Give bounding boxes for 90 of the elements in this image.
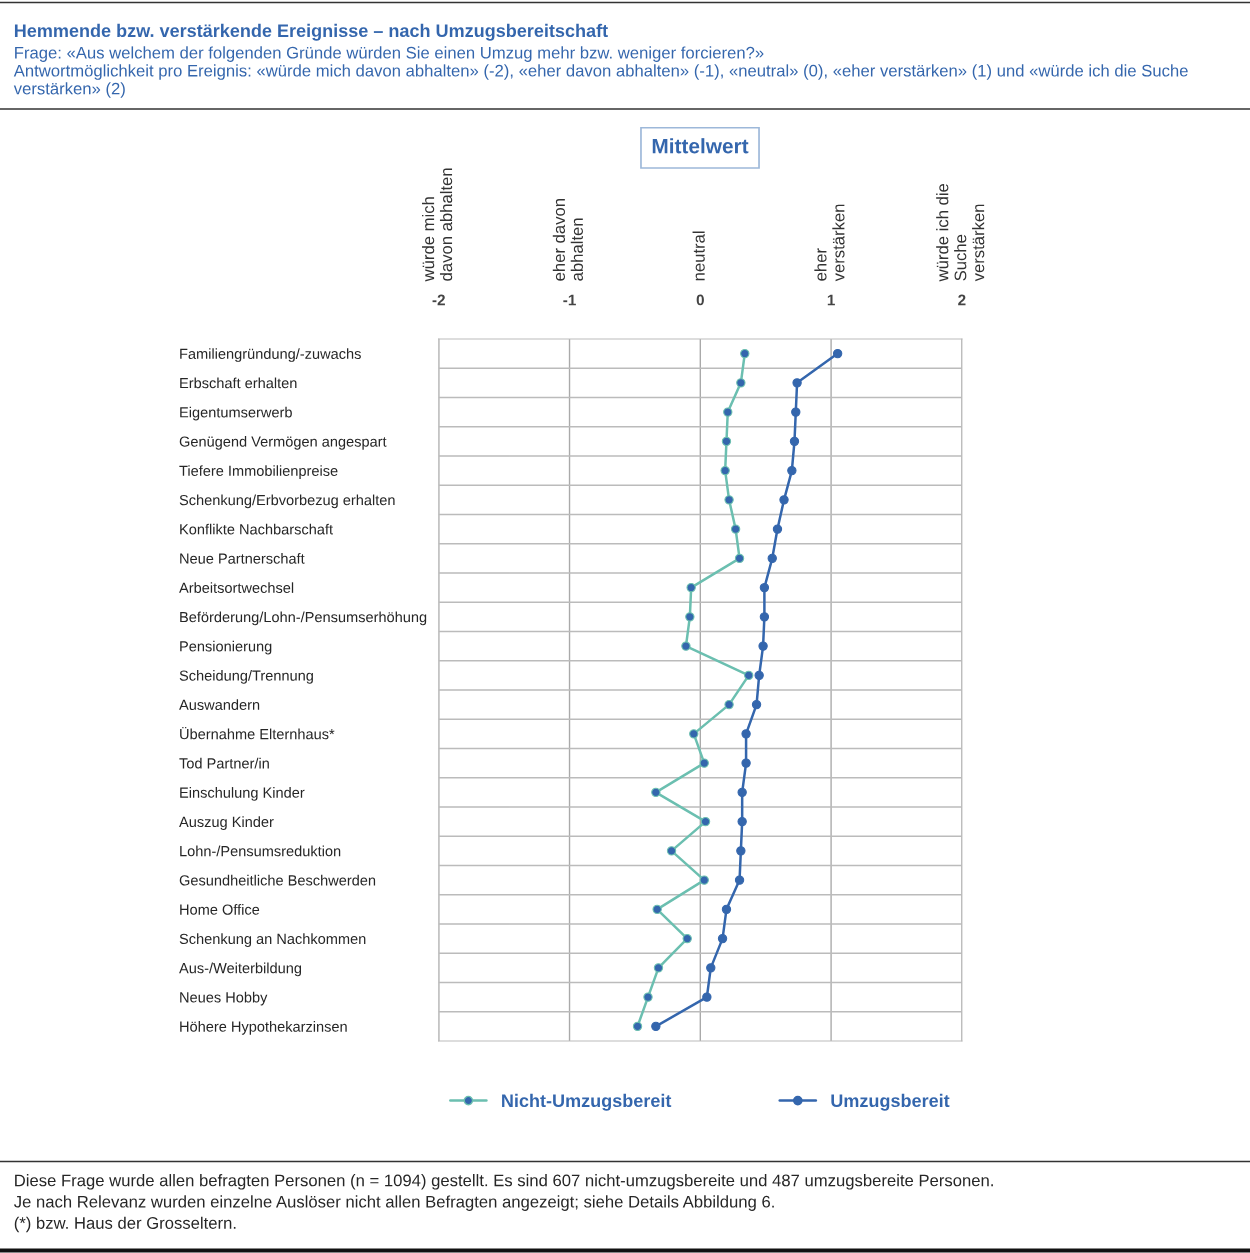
text: (*) bzw. Haus der Grosseltern. (14, 1216, 236, 1233)
chart-title: Hemmende bzw. verstärkende Ereignisse – nach Umzugsbereitschaft (14, 23, 608, 41)
text: eher davon abhalten (552, 199, 583, 281)
point (706, 963, 716, 973)
point (721, 436, 732, 447)
x-tick-label: -1 (563, 294, 576, 306)
x-tick-label: 2 (958, 294, 966, 306)
point (792, 378, 802, 388)
text: würde mich davon abhalten (422, 168, 453, 282)
point (787, 465, 797, 476)
x-tick-label: 0 (696, 294, 704, 306)
y-tick-label: Erbschaft erhalten (180, 377, 297, 389)
point (724, 699, 734, 710)
y-tick-label: Auswandern (179, 699, 260, 711)
x-tick-label: 1 (827, 294, 835, 306)
point (681, 641, 691, 651)
point (741, 758, 751, 768)
text: eher verstärken (814, 204, 845, 282)
point (754, 670, 764, 681)
point (759, 612, 770, 622)
point (734, 553, 745, 564)
y-tick-label: Beförderung/Lohn-/Pensumserhöhung (180, 611, 427, 626)
y-tick-label: Tod Partner/in (179, 757, 269, 769)
point (789, 436, 800, 447)
point (643, 992, 653, 1002)
point (651, 1021, 661, 1032)
point (682, 933, 692, 944)
y-tick-label: Schenkung/Erbvorbezug erhalten (179, 494, 395, 509)
point (751, 699, 762, 710)
y-tick-label: Eigentumserwerb (180, 406, 292, 421)
legend-label: Nicht-Umzugsbereit (502, 1093, 672, 1111)
y-tick-label: Tiefere Immobilienpreise (179, 465, 338, 479)
point (721, 904, 732, 915)
y-tick-label: Schenkung an Nachkommen (179, 933, 366, 947)
point (737, 787, 747, 798)
point (734, 875, 745, 885)
point (737, 816, 747, 827)
text: Mittelwert (652, 138, 749, 154)
point (652, 904, 662, 915)
y-tick-label: Genügend Vermögen angespart (179, 436, 387, 450)
point (741, 729, 751, 739)
text: würde ich die Suche verstärken (936, 183, 985, 282)
point (686, 582, 696, 593)
point (758, 641, 768, 651)
legend-label: Umzugsbereit (831, 1093, 950, 1111)
point (651, 787, 661, 798)
point (653, 963, 664, 973)
point (723, 407, 733, 417)
point (740, 348, 750, 359)
point (767, 553, 777, 564)
point (730, 524, 741, 534)
y-tick-label: Familiengründung/-zuwachs (180, 348, 361, 362)
point (772, 524, 783, 534)
point (700, 816, 711, 827)
y-tick-label: Gesundheitliche Beschwerden (179, 874, 376, 886)
point (832, 348, 843, 359)
y-tick-label: Konflikte Nachbarschaft (180, 523, 333, 535)
text: Diese Frage wurde allen befragten Personen (n = 1094) gestellt. Es sind 607 nicht-umzugsbereite und 487 umzugsbereite Personen. (15, 1174, 993, 1190)
y-tick-label: Übernahme Elternhaus* (180, 726, 335, 740)
point (779, 495, 789, 505)
point (744, 670, 754, 681)
point (724, 495, 734, 505)
point (699, 875, 709, 885)
y-tick-label: Scheidung/Trennung (179, 670, 313, 684)
point (717, 933, 728, 944)
x-tick-label: -2 (432, 294, 445, 306)
text: neutral (692, 231, 705, 281)
point (666, 846, 677, 856)
y-tick-label: Lohn-/Pensumsreduktion (180, 845, 341, 857)
y-tick-label: Aus-/Weiterbildung (179, 962, 302, 977)
y-tick-label: Arbeitsortwechsel (179, 582, 294, 594)
point (685, 612, 695, 622)
y-tick-label: Pensionierung (180, 640, 272, 655)
point (699, 758, 709, 768)
point (689, 729, 699, 739)
point (736, 846, 746, 856)
y-tick-label: Neues Hobby (180, 991, 268, 1006)
text: Je nach Relevanz wurden einzelne Auslöser nicht allen Befragten angezeigt; siehe Details Abbildung 6. (14, 1195, 774, 1211)
y-tick-label: Höhere Hypothekarzinsen (180, 1021, 347, 1035)
point (791, 407, 801, 417)
point (702, 992, 712, 1002)
point (736, 378, 746, 388)
chart-subtitle: Frage: «Aus welchem der folgenden Gründe würden Sie einen Umzug mehr bzw. weniger forcieren?» Antwortmöglichkeit pro Ereignis: «würde mich davon abhalten» (-2), «eher davon abhalten» (-1), «neutral» (0), «eher verstärken» (1) und «würde ich die Suche verstärken» (2) (13, 46, 1188, 98)
y-tick-label: Einschulung Kinder (180, 787, 305, 801)
point (759, 582, 770, 593)
y-tick-label: Auszug Kinder (179, 816, 274, 830)
y-tick-label: Home Office (180, 904, 260, 915)
point (720, 465, 730, 476)
point (632, 1021, 643, 1032)
y-tick-label: Neue Partnerschaft (180, 553, 305, 564)
